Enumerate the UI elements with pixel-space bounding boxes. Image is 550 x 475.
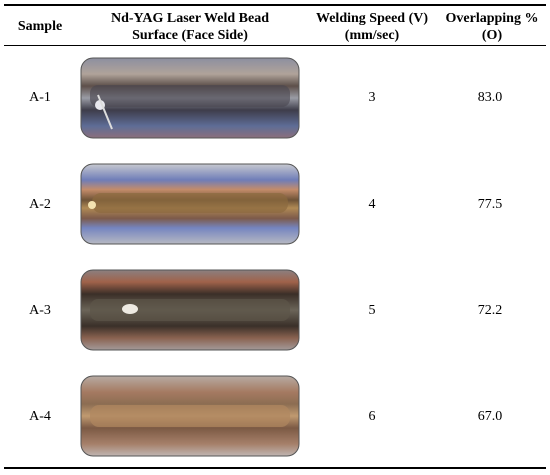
speed-cell: 4 (368, 197, 376, 212)
weld-image (80, 163, 300, 245)
top-rule (4, 4, 546, 6)
weld-image (80, 57, 300, 139)
header-cell: Nd-YAG Laser Weld Bead Surface (Face Sid… (110, 11, 270, 43)
overlap-cell: 77.5 (477, 197, 503, 212)
bottom-rule (4, 467, 546, 469)
overlap-cell: 72.2 (477, 303, 503, 318)
header-cell: Overlapping % (O) (445, 11, 539, 43)
speed-cell: 3 (368, 90, 376, 105)
sample-cell: A-1 (29, 90, 51, 105)
sample-cell: A-2 (29, 197, 51, 212)
weld-image (80, 375, 300, 457)
header-rule (4, 45, 546, 46)
overlap-cell: 67.0 (477, 409, 503, 424)
header-cell: Welding Speed (V) (mm/sec) (315, 11, 428, 43)
header-cell: Sample (17, 19, 63, 34)
speed-cell: 5 (368, 303, 376, 318)
sample-cell: A-3 (29, 303, 51, 318)
weld-image (80, 269, 300, 351)
overlap-cell: 83.0 (477, 90, 503, 105)
speed-cell: 6 (368, 409, 376, 424)
sample-cell: A-4 (29, 409, 51, 424)
